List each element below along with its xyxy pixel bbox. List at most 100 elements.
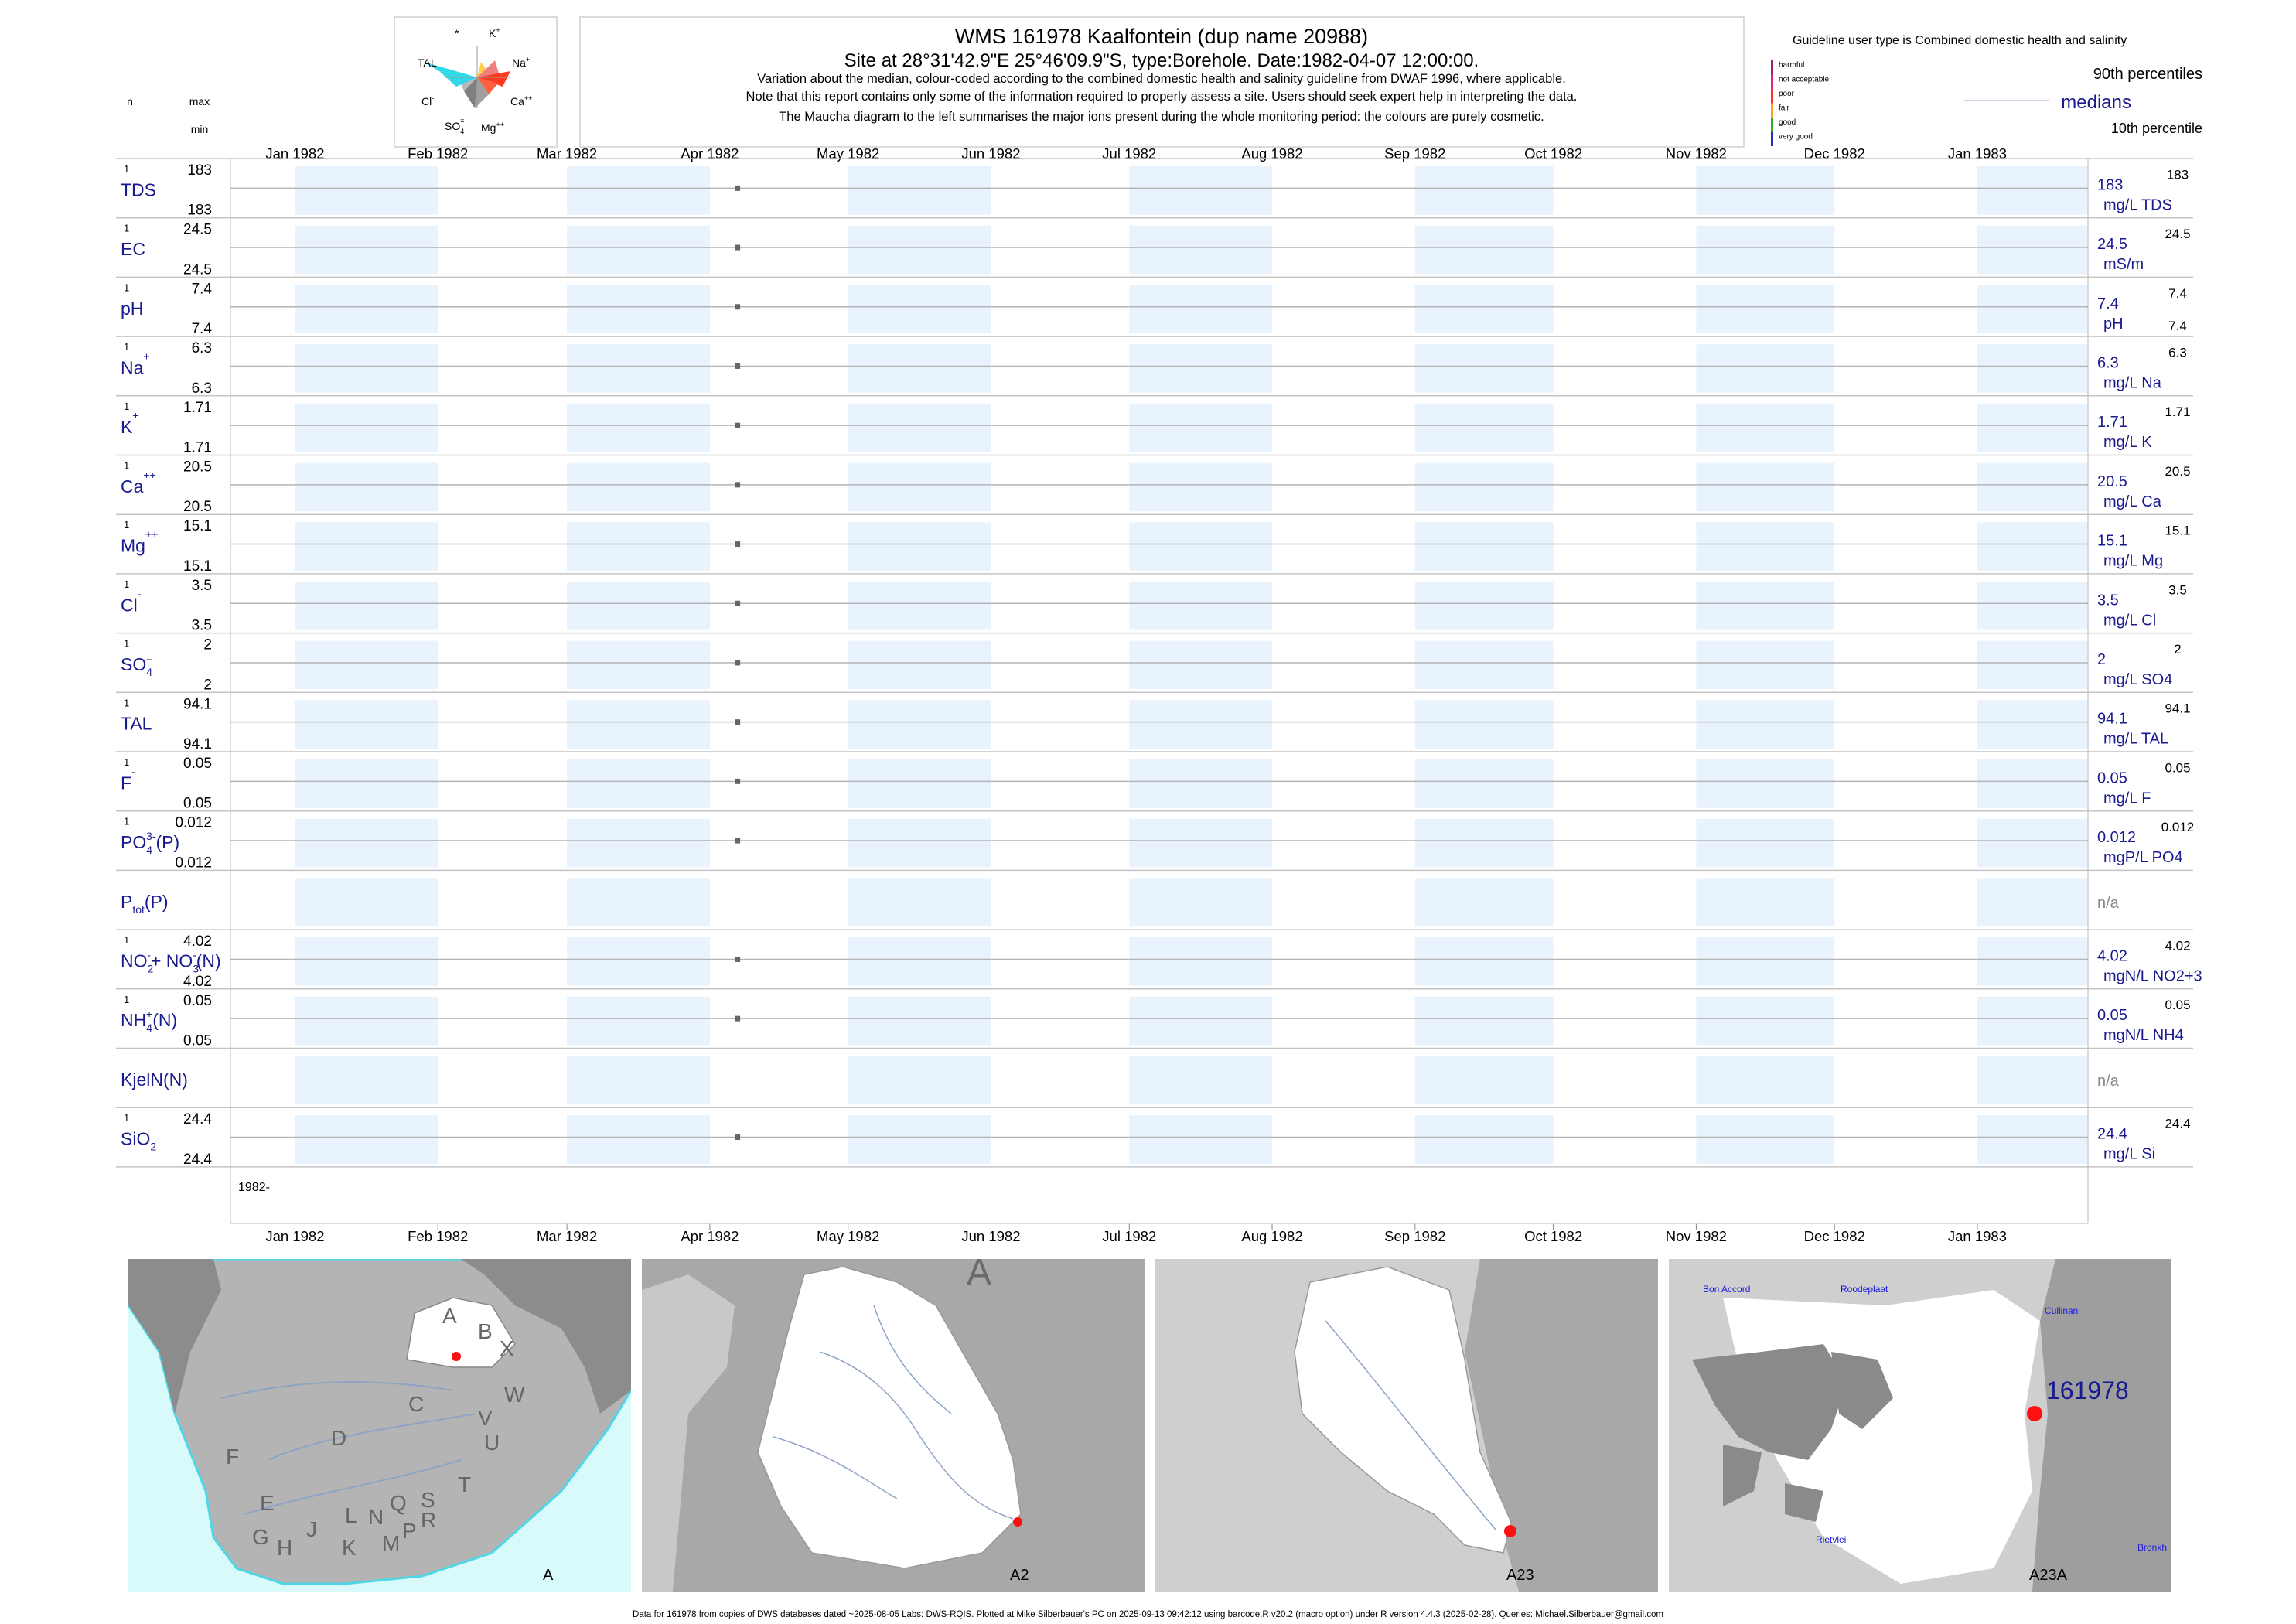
shade-6-16 [1129, 1115, 1273, 1164]
row-p90-3: 6.3 [2168, 345, 2187, 360]
shade-2-7 [567, 581, 710, 630]
legend-class-4: good [1779, 118, 1796, 127]
legend-p10: 10th percentile [2111, 121, 2202, 136]
tick-top-7: Aug 1982 [1241, 145, 1302, 162]
legend-swatch-3 [1771, 103, 1773, 118]
shade-8-12 [1414, 878, 1554, 927]
shade-6-1 [1129, 225, 1273, 275]
shade-2-5 [567, 462, 710, 512]
note-line-1: Variation about the median, colour-coded… [757, 72, 1566, 86]
shade-4-7 [848, 581, 991, 630]
shade-10-12 [1696, 878, 1835, 927]
maucha-petal-k [477, 60, 500, 77]
row-max-14: 0.05 [183, 993, 212, 1009]
map-place-bon-accord: Bon Accord [1703, 1284, 1751, 1295]
note-line-3: The Maucha diagram to the left summarise… [779, 110, 1544, 124]
row-min-16: 24.4 [183, 1151, 212, 1168]
row-max-0: 183 [187, 162, 212, 179]
shade-4-6 [848, 522, 991, 571]
row-p90-7: 3.5 [2168, 582, 2187, 597]
shade-6-2 [1129, 285, 1273, 334]
map-region-b: B [478, 1319, 493, 1343]
row-max-16: 24.4 [183, 1111, 212, 1128]
row-p90-0: 183 [2167, 167, 2189, 182]
shade-4-16 [848, 1115, 991, 1164]
map-region-w: W [504, 1383, 525, 1407]
map-region-c: C [408, 1392, 425, 1416]
map-a2: A A2 [642, 1259, 1145, 1592]
row-unit-14: mgN/L NH4 [2103, 1027, 2184, 1044]
tick-top-4: May 1982 [817, 145, 879, 162]
shade-12-14 [1977, 996, 2088, 1046]
maucha-label-tal: TAL [418, 56, 437, 69]
maucha-petal-na [477, 71, 510, 87]
shade-0-3 [295, 344, 438, 393]
row-label-6: Mg++ [121, 528, 158, 556]
row-median-value-14: 0.05 [2097, 1007, 2127, 1024]
tick-top-2: Mar 1982 [537, 145, 597, 162]
shade-12-16 [1977, 1115, 2088, 1164]
shade-4-13 [848, 937, 991, 986]
shade-0-15 [295, 1056, 438, 1105]
shade-6-6 [1129, 522, 1273, 571]
shade-6-15 [1129, 1056, 1273, 1105]
shade-2-4 [567, 403, 710, 452]
shade-10-5 [1696, 462, 1835, 512]
row-max-11: 0.012 [175, 815, 212, 831]
shade-4-12 [848, 878, 991, 927]
map-region-x: X [500, 1336, 514, 1360]
shade-8-9 [1414, 700, 1554, 749]
row-min-3: 6.3 [192, 380, 212, 397]
row-n-10: 1 [124, 756, 129, 768]
row-label-1: EC [121, 239, 145, 259]
shade-12-2 [1977, 285, 2088, 334]
shade-6-0 [1129, 166, 1273, 215]
shade-0-1 [295, 225, 438, 275]
legend-class-1: not acceptable [1779, 76, 1829, 84]
row-max-1: 24.5 [183, 222, 212, 238]
shade-8-13 [1414, 937, 1554, 986]
shade-4-0 [848, 166, 991, 215]
header-n: n [127, 95, 133, 107]
shade-6-13 [1129, 937, 1273, 986]
data-point-10 [735, 778, 741, 784]
row-p90-13: 4.02 [2165, 938, 2190, 953]
tick-bottom-4: May 1982 [817, 1228, 879, 1244]
shade-6-12 [1129, 878, 1273, 927]
shade-10-3 [1696, 344, 1835, 393]
shade-2-11 [567, 818, 710, 868]
row-median-value-0: 183 [2097, 176, 2123, 193]
row-min-9: 94.1 [183, 736, 212, 752]
shade-10-9 [1696, 700, 1835, 749]
shade-12-6 [1977, 522, 2088, 571]
shade-10-14 [1696, 996, 1835, 1046]
row-label-10: F- [121, 765, 135, 793]
shade-2-14 [567, 996, 710, 1046]
shade-0-16 [295, 1115, 438, 1164]
maucha-diagram: * K+ Na+ Ca++ Mg++ SO4= Cl- TAL [394, 16, 558, 148]
title-block: WMS 161978 Kaalfontein (dup name 20988) … [579, 16, 1745, 148]
row-max-8: 2 [203, 637, 212, 653]
shade-0-7 [295, 581, 438, 630]
shade-4-4 [848, 403, 991, 452]
legend-swatch-1 [1771, 74, 1773, 89]
map-region-v: V [478, 1406, 493, 1430]
shade-6-5 [1129, 462, 1273, 512]
tick-top-8: Sep 1982 [1384, 145, 1445, 162]
data-point-16 [735, 1134, 741, 1141]
map-south-africa: A B X C W D V U T F E G H J K L M N P Q … [128, 1259, 631, 1592]
shade-2-1 [567, 225, 710, 275]
tick-top-10: Nov 1982 [1666, 145, 1727, 162]
shade-6-3 [1129, 344, 1273, 393]
row-min-2: 7.4 [192, 321, 213, 337]
shade-10-7 [1696, 581, 1835, 630]
legend-swatch-4 [1771, 118, 1773, 132]
map-region-u: U [484, 1431, 500, 1455]
row-unit-16: mg/L Si [2103, 1146, 2155, 1163]
shade-6-14 [1129, 996, 1273, 1046]
shade-12-1 [1977, 225, 2088, 275]
shade-0-0 [295, 166, 438, 215]
shade-2-9 [567, 700, 710, 749]
data-point-1 [735, 244, 741, 251]
shade-0-6 [295, 522, 438, 571]
